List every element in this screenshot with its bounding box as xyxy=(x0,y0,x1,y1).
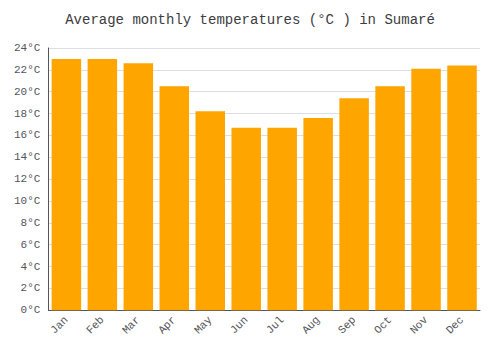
svg-text:0°C: 0°C xyxy=(21,304,41,316)
svg-text:Apr: Apr xyxy=(156,314,178,336)
svg-text:10°C: 10°C xyxy=(14,195,41,207)
svg-text:12°C: 12°C xyxy=(14,173,41,185)
svg-text:20°C: 20°C xyxy=(14,86,41,98)
svg-text:Mar: Mar xyxy=(120,314,142,336)
svg-text:Aug: Aug xyxy=(300,314,322,336)
svg-text:14°C: 14°C xyxy=(14,151,41,163)
svg-text:Nov: Nov xyxy=(408,314,431,337)
svg-text:24°C: 24°C xyxy=(14,42,41,54)
svg-text:May: May xyxy=(192,314,215,337)
svg-text:18°C: 18°C xyxy=(14,108,41,120)
svg-text:Jun: Jun xyxy=(228,314,250,336)
svg-text:Jul: Jul xyxy=(264,314,286,336)
svg-text:2°C: 2°C xyxy=(21,282,41,294)
svg-text:8°C: 8°C xyxy=(21,217,41,229)
svg-text:Dec: Dec xyxy=(444,314,466,336)
svg-text:16°C: 16°C xyxy=(14,129,41,141)
svg-text:Sep: Sep xyxy=(336,314,358,336)
svg-text:22°C: 22°C xyxy=(14,64,41,76)
svg-text:Average monthly temperatures (: Average monthly temperatures (°C ) in Su… xyxy=(65,12,435,28)
svg-text:Oct: Oct xyxy=(372,314,394,336)
svg-text:6°C: 6°C xyxy=(21,239,41,251)
svg-text:4°C: 4°C xyxy=(21,261,41,273)
svg-text:Feb: Feb xyxy=(84,314,106,336)
svg-text:Jan: Jan xyxy=(48,314,70,336)
